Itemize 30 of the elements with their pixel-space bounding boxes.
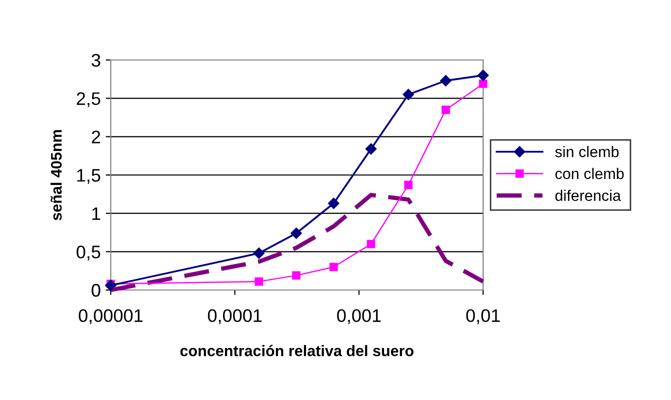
point xyxy=(402,88,414,100)
x-tick-label: 0,01 xyxy=(466,309,500,324)
point xyxy=(442,106,450,114)
x-tick-label: 0,00001 xyxy=(78,309,142,324)
point xyxy=(365,143,377,155)
legend-label: sin clemb xyxy=(555,146,619,158)
point xyxy=(366,240,376,248)
x-tick-label: 0,001 xyxy=(337,309,381,324)
point xyxy=(478,70,489,81)
y-tick-label: 2,5 xyxy=(76,92,100,108)
x-axis-title: concentración relativa del suero xyxy=(180,344,414,356)
legend-label: con clemb xyxy=(555,168,624,180)
y-tick-label: 2 xyxy=(92,130,100,144)
point xyxy=(254,277,264,286)
point xyxy=(328,198,340,209)
point xyxy=(440,75,452,86)
point xyxy=(292,271,300,280)
y-tick-label: 1 xyxy=(92,207,100,220)
y-tick-label: 0,5 xyxy=(76,246,100,261)
y-axis-title: señal 405nm xyxy=(50,130,62,220)
point xyxy=(404,180,413,190)
x-tick-label: 0,0001 xyxy=(208,309,262,324)
y-tick-label: 1,5 xyxy=(77,169,100,184)
y-tick-label: 3 xyxy=(92,54,100,67)
legend-label: diferencia xyxy=(555,190,621,201)
point xyxy=(290,228,302,239)
point xyxy=(253,248,265,259)
point xyxy=(478,80,488,88)
y-tick-label: 0 xyxy=(92,284,100,297)
point xyxy=(329,262,338,272)
